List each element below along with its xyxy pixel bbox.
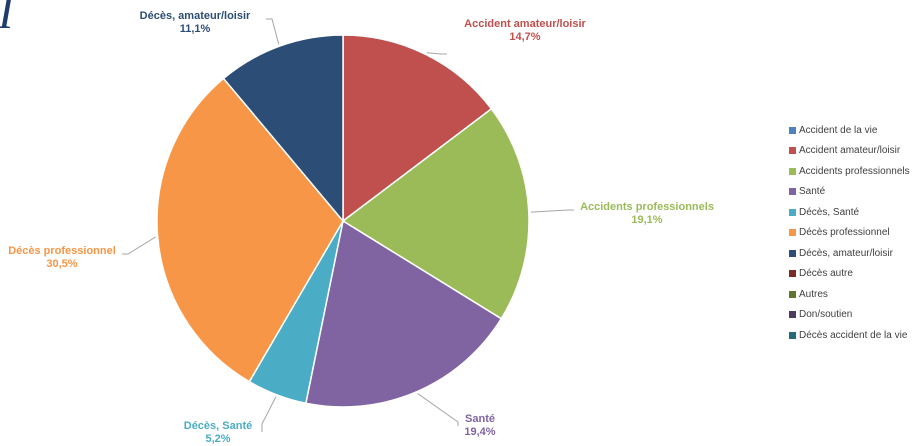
- data-label-value: 19,4%: [464, 426, 495, 438]
- legend-item-deces-professionnel: Décès professionnel: [789, 223, 910, 244]
- data-label-name: Accidents professionnels: [580, 201, 714, 213]
- legend-label: Décès, Santé: [799, 206, 860, 218]
- legend-item-deces-autre: Décès autre: [789, 264, 910, 285]
- legend-swatch: [789, 147, 796, 155]
- leader-line: [266, 18, 280, 45]
- data-label-name: Santé: [465, 413, 495, 425]
- data-label-name: Décès, Santé: [184, 420, 252, 432]
- leader-line: [426, 52, 447, 55]
- legend-swatch: [789, 331, 796, 339]
- legend-swatch: [789, 167, 796, 175]
- pie-slices: [156, 34, 530, 408]
- legend-item-don-soutien: Don/soutien: [789, 305, 910, 326]
- legend-item-accident-de-la-vie: Accident de la vie: [789, 120, 910, 141]
- leader-line: [261, 396, 277, 432]
- legend-item-autres: Autres: [789, 284, 910, 305]
- data-label-value: 19,1%: [631, 214, 662, 226]
- legend-swatch: [789, 311, 796, 319]
- legend-label: Accident amateur/loisir: [799, 145, 901, 157]
- corner-title-glyph: I: [0, 0, 13, 39]
- legend-swatch: [789, 126, 796, 134]
- legend-label: Décès professionnel: [799, 227, 890, 239]
- legend: Accident de la vie Accident amateur/loisi…: [789, 120, 910, 346]
- leader-line: [530, 209, 574, 213]
- leader-line: [417, 393, 459, 426]
- legend-swatch: [789, 188, 796, 196]
- data-label-name: Décès, amateur/loisir: [140, 10, 251, 22]
- legend-label: Accidents professionnels: [799, 165, 910, 177]
- leader-lines: [122, 18, 574, 432]
- legend-item-deces-accident-de-la-vie: Décès accident de la vie: [789, 325, 910, 346]
- legend-label: Décès autre: [799, 268, 853, 280]
- legend-label: Accident de la vie: [799, 124, 878, 136]
- legend-swatch: [789, 229, 796, 237]
- slice-sante: [304, 219, 503, 408]
- legend-label: Décès, amateur/loisir: [799, 247, 893, 259]
- legend-label: Santé: [799, 186, 826, 198]
- data-label-value: 5,2%: [205, 433, 230, 445]
- legend-swatch: [789, 208, 796, 216]
- data-label-value: 14,7%: [509, 31, 540, 43]
- data-label-value: 11,1%: [180, 23, 211, 35]
- legend-item-accidents-professionnels: Accidents professionnels: [789, 161, 910, 182]
- data-label-name: Accident amateur/loisir: [464, 18, 586, 30]
- legend-swatch: [789, 249, 796, 257]
- legend-swatch: [789, 290, 796, 298]
- legend-item-accident-amateur-loisir: Accident amateur/loisir: [789, 141, 910, 162]
- data-label-name: Décès professionnel: [8, 245, 116, 257]
- legend-item-deces-amateur-loisir: Décès, amateur/loisir: [789, 243, 910, 264]
- legend-label: Décès accident de la vie: [799, 329, 908, 341]
- legend-swatch: [789, 270, 796, 278]
- slice-deces-professionnel: [156, 77, 344, 383]
- slice-accidents-professionnels: [341, 107, 530, 320]
- slice-deces-amateur-loisir: [222, 34, 344, 224]
- leader-line: [122, 236, 156, 255]
- legend-item-sante: Santé: [789, 182, 910, 203]
- slice-accident-amateur-loisir: [342, 34, 493, 223]
- data-label-value: 30,5%: [46, 258, 77, 270]
- legend-item-deces-sante: Décès, Santé: [789, 202, 910, 223]
- legend-label: Autres: [799, 288, 828, 300]
- legend-label: Don/soutien: [799, 309, 853, 321]
